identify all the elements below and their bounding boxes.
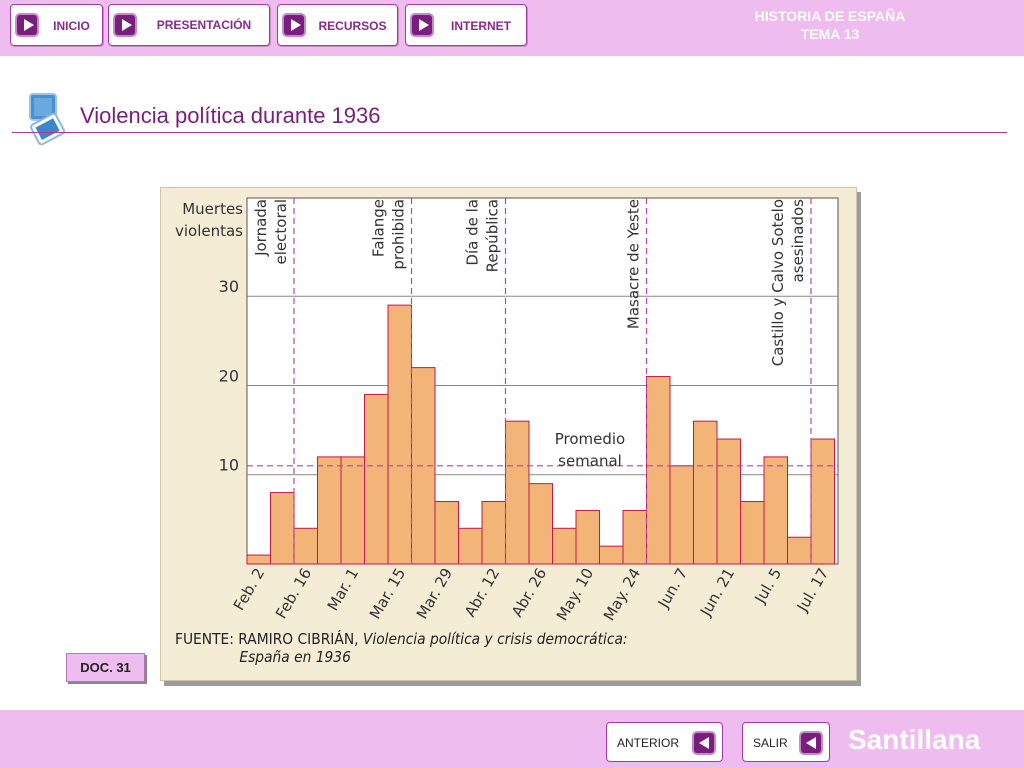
event-label-3-line-2: República (484, 199, 502, 272)
previous-label: ANTERIOR (617, 736, 680, 750)
source-work-title: Violencia política y crisis democrática: (362, 630, 628, 648)
nav-inicio-label: INICIO (53, 19, 90, 33)
bar-feb-9 (270, 492, 295, 565)
bar-feb-2 (246, 554, 271, 565)
x-tick-label-jun-21: Jun. 21 (696, 565, 738, 620)
chart-source: FUENTE: RAMIRO CIBRIÁN, Violencia políti… (175, 630, 628, 666)
nav-inicio-button[interactable]: INICIO (10, 4, 103, 46)
bar-abr-5 (458, 527, 483, 565)
source-prefix: FUENTE: RAMIRO CIBRIÁN, (175, 630, 363, 648)
bar-mar-29 (434, 501, 459, 565)
title-divider (12, 132, 1007, 133)
brand-logo: Santillana (848, 724, 981, 755)
previous-button[interactable]: ANTERIOR (606, 722, 723, 762)
x-tick-label-may-24: May. 24 (600, 565, 644, 624)
nav-presentacion-label: PRESENTACIÓN (156, 18, 252, 32)
doc-badge: DOC. 31 (66, 653, 145, 682)
back-arrow-icon (799, 731, 823, 755)
course-subject: HISTORIA DE ESPAÑA (754, 8, 906, 24)
bar-jun-28 (740, 501, 765, 565)
bar-jul-5 (763, 456, 788, 565)
violence-bar-chart: 10 20 30 Muertes violentas Promedio semanal Jor… (175, 197, 839, 624)
bar-abr-19 (505, 420, 530, 565)
course-title: HISTORIA DE ESPAÑA TEMA 13 (700, 7, 960, 43)
x-tick-label-mar-15: Mar. 15 (366, 565, 409, 622)
bar-mar-8 (364, 393, 389, 565)
x-tick-label-jun-7: Jun. 7 (654, 565, 691, 612)
bar-may-24 (622, 509, 647, 565)
x-tick-label-feb-2: Feb. 2 (230, 565, 268, 614)
nav-recursos-button[interactable]: RECURSOS (277, 4, 398, 46)
bar-jul-17 (810, 438, 835, 565)
bar-may-3 (552, 527, 577, 565)
x-tick-label-abr-12: Abr. 12 (461, 565, 503, 620)
bar-mar-15 (387, 304, 412, 565)
nav-presentacion-button[interactable]: PRESENTACIÓN (108, 4, 270, 46)
nav-internet-button[interactable]: INTERNET (405, 4, 527, 46)
nav-recursos-label: RECURSOS (318, 19, 387, 33)
play-icon (282, 13, 306, 37)
bar-feb-23 (317, 456, 342, 565)
bar-abr-26 (528, 483, 553, 565)
event-label-2-line-2: prohibida (390, 199, 408, 270)
bar-may-10 (575, 509, 600, 565)
event-label-1-line-1: Jornada (252, 199, 270, 257)
bar-jun-21 (716, 438, 741, 565)
average-label-line-1: Promedio (555, 430, 626, 448)
play-icon (410, 13, 434, 37)
bar-mar-1 (340, 456, 365, 565)
bar-jul-12 (787, 536, 812, 565)
source-work-subtitle: España en 1936 (239, 648, 351, 666)
bar-feb-16 (293, 527, 318, 565)
bar-may-31 (646, 376, 671, 565)
bottom-bar (0, 710, 1024, 768)
event-label-2-line-1: Falange (370, 199, 388, 257)
bar-jun-7 (669, 465, 694, 565)
x-tick-label-mar-1: Mar. 1 (324, 565, 363, 614)
x-tick-label-abr-26: Abr. 26 (508, 565, 550, 620)
play-icon (15, 13, 39, 37)
y-tick-label-10: 10 (219, 456, 239, 475)
page-title: Violencia política durante 1936 (80, 103, 381, 128)
event-label-5-line-2: asesinados (789, 199, 807, 283)
nav-internet-label: INTERNET (451, 19, 511, 33)
course-unit: TEMA 13 (800, 26, 860, 42)
x-tick-label-feb-16: Feb. 16 (272, 565, 315, 622)
exit-button[interactable]: SALIR (742, 722, 830, 762)
event-label-3-line-1: Día de la (464, 199, 482, 266)
event-label-5-line-1: Castillo y Calvo Sotelo (769, 199, 787, 366)
bar-jun-14 (693, 420, 718, 565)
bar-abr-12 (481, 501, 506, 565)
play-icon (113, 13, 137, 37)
x-tick-label-may-10: May. 10 (553, 565, 597, 624)
back-arrow-icon (692, 731, 716, 755)
average-label-line-2: semanal (558, 452, 622, 470)
y-axis-label-line-2: violentas (175, 222, 243, 240)
event-label-4-line-1: Masacre de Yeste (625, 199, 643, 329)
x-tick-label-jul-5: Jul. 5 (751, 565, 786, 607)
document-icon (29, 93, 65, 146)
event-label-1-line-2: electoral (272, 199, 290, 264)
x-tick-label-jul-17: Jul. 17 (793, 565, 832, 615)
exit-label: SALIR (753, 736, 788, 750)
x-tick-label-mar-29: Mar. 29 (413, 565, 456, 622)
bar-may-17 (599, 545, 624, 565)
y-tick-label-20: 20 (219, 366, 239, 385)
y-tick-label-30: 30 (219, 277, 239, 296)
y-axis-label-line-1: Muertes (182, 200, 243, 218)
